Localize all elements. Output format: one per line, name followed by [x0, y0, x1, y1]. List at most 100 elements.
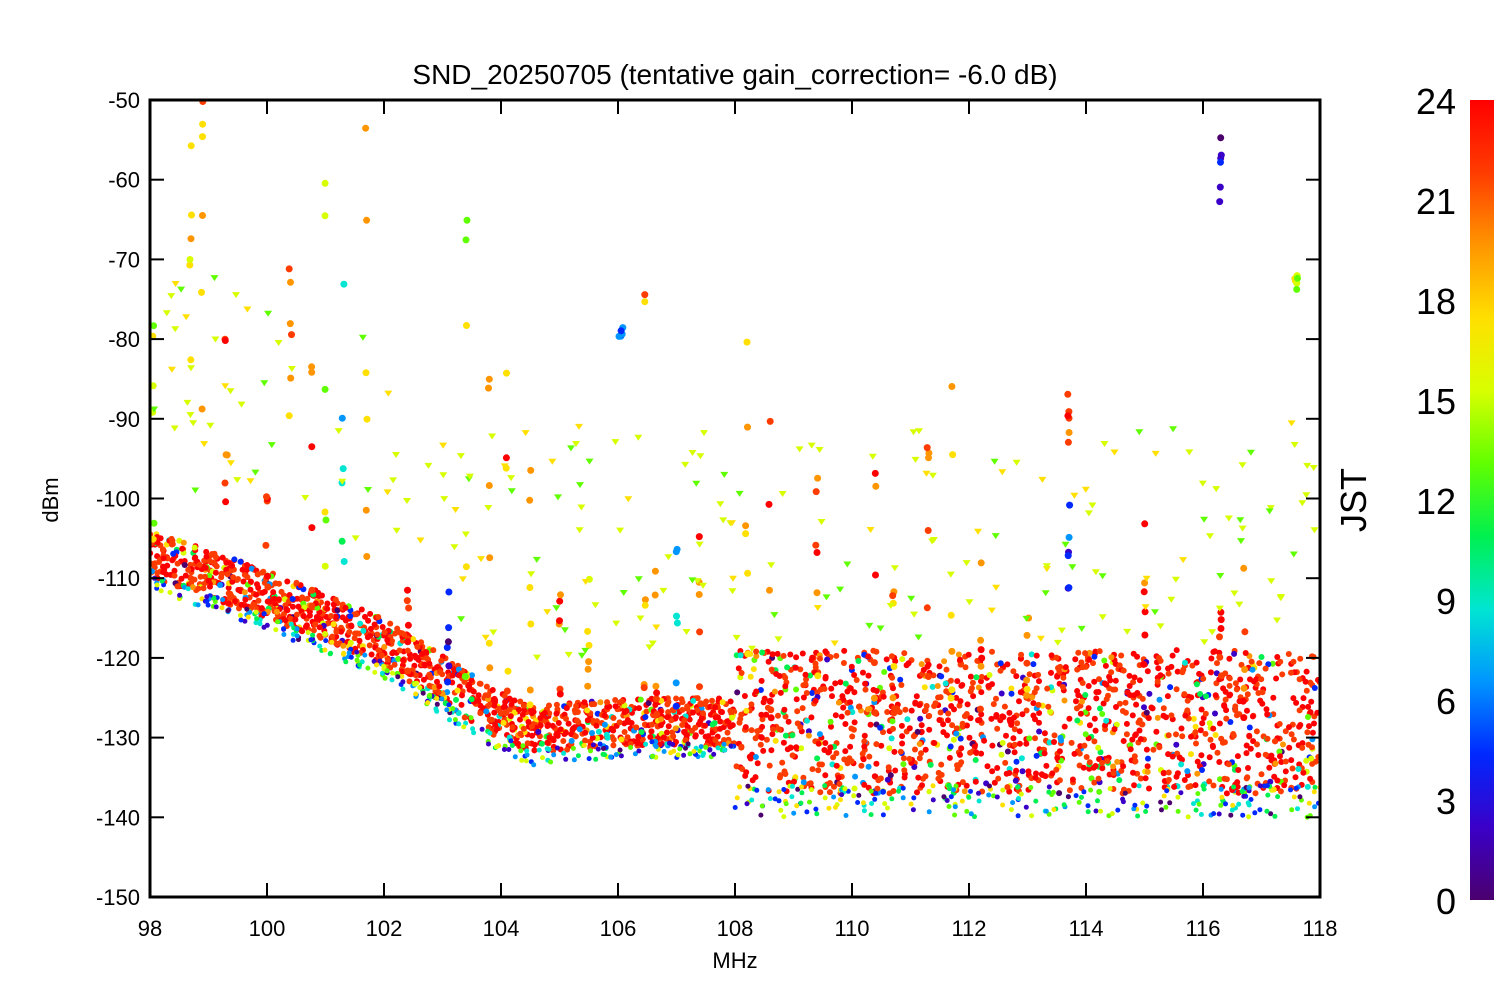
- noise-point: [1271, 738, 1278, 745]
- noise-point: [791, 810, 797, 816]
- noise-point: [1047, 708, 1054, 715]
- noise-point: [1169, 652, 1176, 659]
- noise-point: [690, 709, 696, 716]
- outlier-point: [450, 544, 459, 551]
- noise-point: [833, 750, 840, 757]
- outlier-point: [232, 292, 240, 299]
- noise-point: [822, 772, 829, 779]
- noise-point: [842, 680, 849, 687]
- peak-point: [308, 524, 316, 532]
- noise-point: [177, 592, 183, 598]
- noise-point: [288, 621, 294, 627]
- noise-point: [553, 701, 560, 708]
- noise-point: [284, 578, 291, 585]
- noise-point: [466, 686, 473, 693]
- noise-point: [1097, 749, 1104, 756]
- noise-point: [800, 779, 807, 786]
- noise-point: [1140, 800, 1146, 806]
- noise-point: [308, 637, 314, 643]
- noise-point: [244, 566, 250, 573]
- noise-point: [1154, 714, 1161, 721]
- noise-point: [1025, 768, 1032, 775]
- noise-point: [581, 699, 588, 706]
- noise-point: [1231, 784, 1237, 790]
- noise-point: [255, 597, 262, 604]
- peak-point: [150, 382, 157, 390]
- peak-point: [872, 482, 880, 490]
- noise-point: [557, 726, 564, 733]
- noise-point: [1129, 736, 1136, 743]
- noise-point: [901, 650, 908, 657]
- peak-point: [503, 369, 510, 377]
- noise-point: [229, 562, 236, 569]
- noise-point: [953, 730, 960, 737]
- noise-point: [535, 728, 542, 735]
- noise-point: [594, 735, 601, 742]
- noise-point: [244, 562, 251, 568]
- peak-point: [308, 602, 316, 610]
- noise-point: [1257, 697, 1264, 704]
- noise-point: [1188, 751, 1194, 758]
- noise-point: [1264, 711, 1271, 718]
- noise-point: [851, 785, 858, 792]
- noise-point: [316, 632, 323, 639]
- outlier-point: [1200, 516, 1209, 523]
- noise-point: [1255, 752, 1262, 758]
- outlier-point: [162, 310, 171, 317]
- noise-point: [1226, 655, 1233, 662]
- noise-point: [610, 715, 617, 721]
- noise-point: [1218, 802, 1224, 808]
- noise-point: [884, 776, 891, 783]
- peak-point: [404, 667, 412, 675]
- peak-series: [640, 291, 649, 692]
- noise-point: [1289, 807, 1295, 813]
- noise-point: [681, 717, 688, 724]
- noise-point: [793, 696, 800, 703]
- noise-point: [1252, 810, 1258, 816]
- noise-point: [927, 761, 934, 768]
- noise-point: [1273, 675, 1280, 682]
- noise-point: [1010, 668, 1017, 675]
- peak-point: [1065, 533, 1073, 541]
- noise-point: [861, 732, 868, 739]
- noise-point: [847, 685, 854, 692]
- noise-point: [782, 683, 789, 690]
- noise-point: [803, 690, 810, 696]
- noise-point: [757, 687, 764, 693]
- noise-point: [1187, 783, 1194, 790]
- noise-point: [319, 592, 325, 599]
- noise-point: [223, 559, 230, 566]
- noise-point: [423, 649, 430, 656]
- outlier-point: [774, 636, 783, 643]
- noise-point: [1081, 789, 1087, 795]
- outlier-point: [695, 541, 704, 548]
- noise-point: [289, 603, 296, 610]
- noise-point: [1097, 705, 1103, 712]
- noise-point: [809, 654, 816, 661]
- peak-point: [641, 298, 649, 306]
- noise-point: [275, 619, 281, 625]
- x-tick-label: 114: [1068, 916, 1103, 941]
- noise-point: [1226, 692, 1233, 699]
- noise-point: [1210, 744, 1216, 750]
- noise-point: [1018, 755, 1025, 762]
- noise-point: [367, 625, 374, 632]
- noise-point: [1201, 786, 1207, 792]
- noise-point: [912, 700, 919, 707]
- noise-point: [988, 715, 995, 722]
- noise-point: [154, 582, 160, 588]
- noise-point: [414, 643, 421, 650]
- noise-point: [582, 737, 589, 744]
- noise-point: [941, 658, 948, 665]
- noise-point: [1048, 669, 1054, 676]
- noise-point: [828, 723, 834, 730]
- noise-point: [1307, 775, 1314, 782]
- noise-point: [930, 783, 936, 789]
- noise-point: [1103, 681, 1110, 688]
- outlier-point: [1156, 623, 1165, 630]
- noise-point: [737, 715, 744, 722]
- peak-point: [585, 641, 593, 649]
- peak-point: [672, 702, 680, 710]
- noise-point: [967, 688, 974, 695]
- noise-point: [1178, 790, 1184, 796]
